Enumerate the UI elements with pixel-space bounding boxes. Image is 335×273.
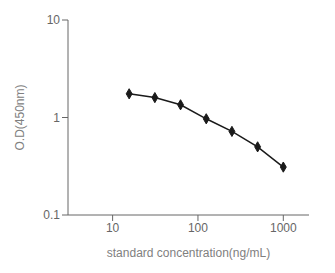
svg-text:100: 100 — [188, 221, 208, 235]
svg-text:standard concentration(ng/mL): standard concentration(ng/mL) — [107, 246, 270, 260]
svg-text:1: 1 — [53, 111, 60, 125]
svg-text:0.1: 0.1 — [43, 208, 60, 222]
svg-text:1000: 1000 — [270, 221, 297, 235]
svg-text:10: 10 — [47, 13, 61, 27]
svg-text:O.D(450nm): O.D(450nm) — [13, 84, 27, 150]
svg-text:10: 10 — [106, 221, 120, 235]
